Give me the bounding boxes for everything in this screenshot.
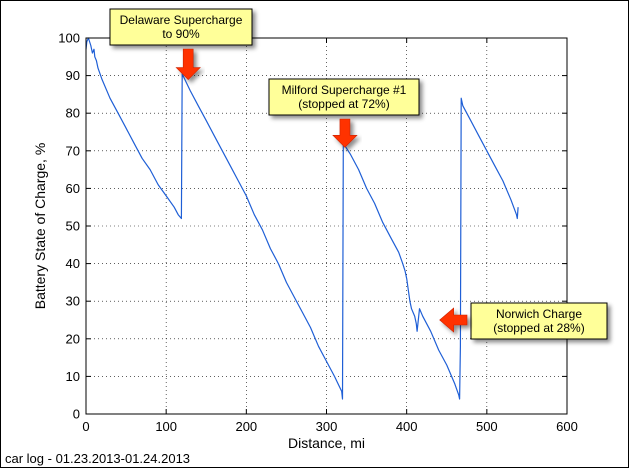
callout-text-line: Milford Supercharge #1 xyxy=(282,83,407,97)
x-tick-label: 600 xyxy=(556,419,578,434)
x-tick-label: 200 xyxy=(235,419,257,434)
callout-text-line: Delaware Supercharge xyxy=(120,13,243,27)
y-tick-label: 10 xyxy=(66,369,80,384)
y-tick-label: 70 xyxy=(66,143,80,158)
x-axis-label: Distance, mi xyxy=(288,435,365,451)
y-axis-label: Battery State of Charge, % xyxy=(32,143,48,310)
x-tick-label: 100 xyxy=(155,419,177,434)
annotation-callout: Milford Supercharge #1(stopped at 72%) xyxy=(268,78,420,148)
x-tick-label: 500 xyxy=(476,419,498,434)
callout-text-line: (stopped at 28%) xyxy=(493,321,584,335)
y-tick-label: 0 xyxy=(73,407,80,422)
soc-series-line xyxy=(85,37,519,400)
footer-text: car log - 01.23.2013-01.24.2013 xyxy=(5,451,190,466)
callout-box xyxy=(268,78,420,116)
y-tick-label: 30 xyxy=(66,294,80,309)
callout-text-line: (stopped at 72%) xyxy=(298,97,389,111)
callout-box xyxy=(470,302,608,340)
y-tick-label: 100 xyxy=(58,31,80,46)
callout-arrow-icon xyxy=(175,48,201,81)
y-tick-label: 80 xyxy=(66,106,80,121)
y-tick-label: 90 xyxy=(66,68,80,83)
y-tick-label: 60 xyxy=(66,181,80,196)
series-line-layer xyxy=(85,37,519,400)
callout-text-line: to 90% xyxy=(162,27,200,41)
callout-text-line: Norwich Charge xyxy=(496,307,582,321)
callout-arrow-icon xyxy=(332,118,358,148)
y-tick-label: 20 xyxy=(66,331,80,346)
x-tick-label: 0 xyxy=(82,419,89,434)
callout-arrow-icon xyxy=(439,307,468,333)
callout-box xyxy=(109,8,253,46)
y-tick-label: 40 xyxy=(66,256,80,271)
x-tick-label: 300 xyxy=(316,419,338,434)
annotation-callout: Norwich Charge(stopped at 28%) xyxy=(439,302,608,340)
x-tick-label: 400 xyxy=(396,419,418,434)
y-tick-label: 50 xyxy=(66,219,80,234)
